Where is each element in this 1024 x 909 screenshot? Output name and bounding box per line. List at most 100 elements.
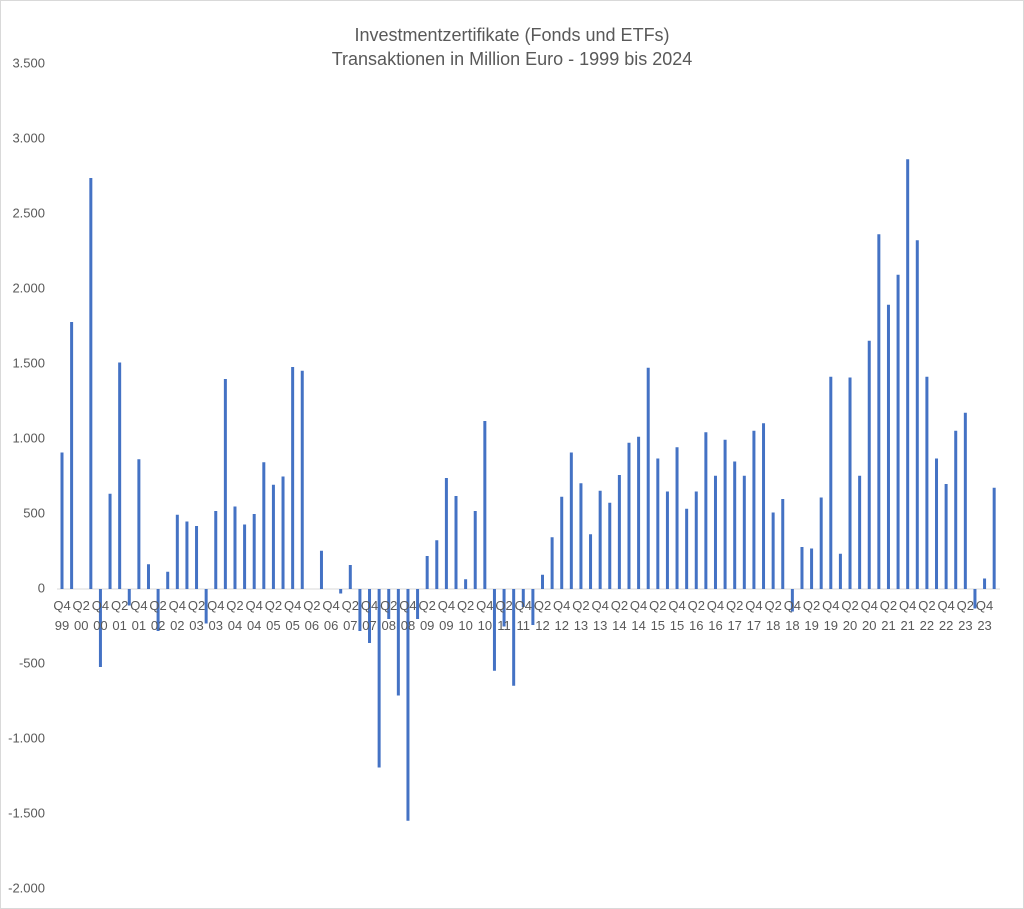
x-tick-label: Q4 22 <box>937 598 955 633</box>
x-tick-label: Q2 07 <box>341 598 359 633</box>
y-tick-label: 3.500 <box>12 55 45 70</box>
y-tick-label: 1.000 <box>12 430 45 445</box>
bar <box>473 511 477 589</box>
bar <box>915 240 919 589</box>
bar <box>300 370 304 589</box>
x-tick-label: Q4 02 <box>168 598 186 633</box>
bar <box>858 475 862 589</box>
bar <box>973 589 977 609</box>
bar <box>368 589 372 643</box>
bar <box>396 589 400 696</box>
bar <box>694 491 698 589</box>
bar <box>954 430 958 589</box>
bar <box>762 423 766 589</box>
bar <box>252 514 256 589</box>
bar <box>271 484 275 589</box>
chart-subtitle: Transaktionen in Million Euro - 1999 bis… <box>332 49 693 69</box>
bar <box>156 589 160 631</box>
x-tick-label: Q4 13 <box>591 598 609 633</box>
y-tick-label: -1.000 <box>8 730 45 745</box>
y-tick-label: 2.000 <box>12 280 45 295</box>
x-tick-label: Q4 08 <box>399 598 417 633</box>
x-tick-label: Q2 03 <box>187 598 206 633</box>
x-tick-label: Q4 17 <box>745 598 763 633</box>
bar <box>195 526 199 589</box>
x-tick-label: Q4 11 <box>514 598 532 633</box>
y-tick-label: -1.500 <box>8 805 45 820</box>
x-tick-label: Q2 04 <box>226 598 244 633</box>
x-tick-label: Q2 20 <box>841 598 859 633</box>
x-tick-label: Q2 02 <box>149 598 167 633</box>
x-tick-label: Q4 10 <box>476 598 494 633</box>
bar <box>617 475 621 589</box>
bar <box>118 362 122 589</box>
bar <box>569 452 573 589</box>
bar <box>810 548 814 589</box>
bar <box>425 556 429 589</box>
y-tick-label: 3.000 <box>12 130 45 145</box>
x-tick-label: Q4 05 <box>283 598 302 633</box>
x-tick-label: Q4 00 <box>91 598 110 633</box>
x-tick-label: Q2 09 <box>418 598 436 633</box>
bar <box>867 340 871 589</box>
bar <box>454 496 458 589</box>
x-tick-label: Q2 10 <box>456 598 475 633</box>
x-tick-label: Q4 15 <box>668 598 686 633</box>
y-tick-label: 2.500 <box>12 205 45 220</box>
x-tick-label: Q2 08 <box>380 598 398 633</box>
y-tick-label: -500 <box>19 655 45 670</box>
x-tick-label: Q2 05 <box>264 598 283 633</box>
bar <box>713 475 717 589</box>
bar <box>608 502 612 589</box>
x-tick-label: Q4 09 <box>437 598 456 633</box>
bar <box>685 508 689 589</box>
y-tick-label: 500 <box>23 505 45 520</box>
bar <box>262 462 266 589</box>
bar <box>819 497 823 589</box>
x-tick-label: Q2 23 <box>956 598 974 633</box>
bar <box>723 439 727 589</box>
bar <box>358 589 362 631</box>
x-tick-label: Q4 04 <box>245 598 263 633</box>
bar <box>838 553 842 589</box>
bar <box>665 491 669 589</box>
x-tick-label: Q4 23 <box>975 598 994 633</box>
bar <box>175 514 179 589</box>
bar <box>108 493 112 589</box>
x-tick-label: Q2 00 <box>72 598 90 633</box>
bar <box>598 490 602 589</box>
bar <box>492 589 496 671</box>
x-tick-label: Q4 14 <box>629 598 648 633</box>
y-tick-label: 0 <box>38 580 45 595</box>
bar <box>291 367 295 589</box>
bar <box>579 483 583 589</box>
bar <box>435 540 439 589</box>
bar <box>166 571 170 589</box>
x-tick-label: Q2 21 <box>879 598 898 633</box>
bar <box>483 421 487 589</box>
bar <box>637 436 641 589</box>
bar <box>319 550 323 589</box>
y-tick-label: -2.000 <box>8 880 45 895</box>
bar <box>992 487 996 589</box>
bar <box>521 589 525 607</box>
bar <box>214 511 218 589</box>
bar <box>848 377 852 589</box>
chart-title: Investmentzertifikate (Fonds und ETFs) <box>354 25 669 45</box>
bar <box>589 534 593 589</box>
x-tick-label: Q4 21 <box>899 598 917 633</box>
bar <box>243 524 247 589</box>
bar <box>896 274 900 589</box>
bar <box>752 430 756 589</box>
bar <box>541 574 544 589</box>
bar <box>146 564 150 589</box>
bar <box>800 547 804 589</box>
x-tick-label: Q2 18 <box>764 598 782 633</box>
bar <box>281 476 285 589</box>
bar <box>89 178 93 589</box>
bar <box>877 234 881 589</box>
x-tick-label: Q2 16 <box>687 598 705 633</box>
x-tick-label: Q2 01 <box>110 598 129 633</box>
bar <box>742 475 746 589</box>
